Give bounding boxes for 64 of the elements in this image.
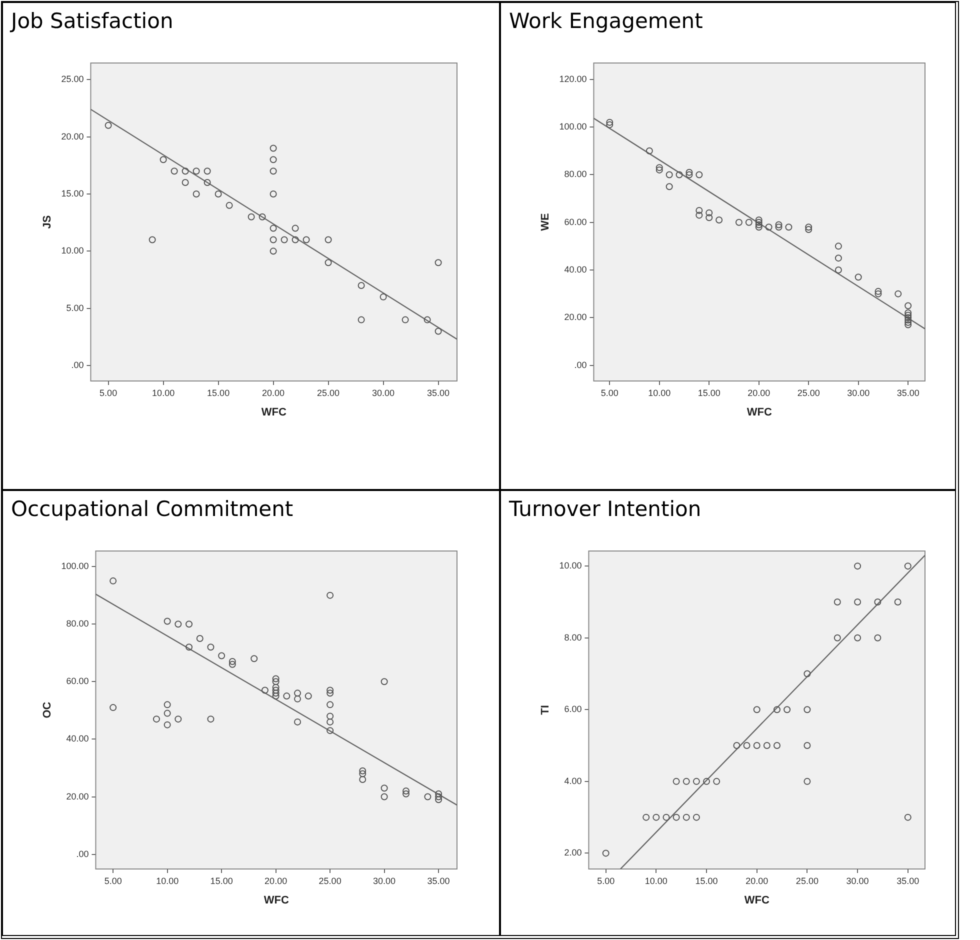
chart-title: Job Satisfaction xyxy=(11,9,174,33)
x-axis-title: WFC xyxy=(746,406,772,418)
x-tick-label: 15.00 xyxy=(207,388,230,398)
x-tick-label: 20.00 xyxy=(746,876,768,886)
x-tick-label: 30.00 xyxy=(847,388,870,398)
x-tick-label: 30.00 xyxy=(373,876,396,886)
y-axis-title: OC xyxy=(42,702,54,718)
y-tick-label: 20.00 xyxy=(564,312,587,322)
x-tick-label: 30.00 xyxy=(846,876,869,886)
chart-title: Turnover Intention xyxy=(509,497,702,521)
y-tick-label: 120.00 xyxy=(559,74,587,84)
y-tick-label: 80.00 xyxy=(66,618,89,629)
x-tick-label: 25.00 xyxy=(317,388,340,398)
x-tick-label: 25.00 xyxy=(797,388,820,398)
x-axis-title: WFC xyxy=(264,894,289,906)
x-tick-label: 15.00 xyxy=(695,876,718,886)
x-tick-label: 15.00 xyxy=(698,388,720,398)
x-tick-label: 25.00 xyxy=(318,876,342,886)
x-tick-label: 10.00 xyxy=(156,876,179,886)
y-tick-label: 40.00 xyxy=(66,734,89,744)
y-axis-title: WE xyxy=(540,213,552,231)
y-tick-label: 8.00 xyxy=(564,632,582,642)
y-tick-label: 6.00 xyxy=(564,704,582,714)
y-axis-title: JS xyxy=(42,215,54,229)
x-tick-label: 35.00 xyxy=(896,876,920,886)
x-tick-label: 20.00 xyxy=(748,388,770,398)
chart-title: Occupational Commitment xyxy=(11,497,294,521)
y-tick-label: .00 xyxy=(71,360,84,370)
x-tick-label: 5.00 xyxy=(100,388,118,398)
x-tick-label: 30.00 xyxy=(372,388,395,398)
y-tick-label: 15.00 xyxy=(61,188,84,198)
x-tick-label: 10.00 xyxy=(152,388,175,398)
y-tick-label: .00 xyxy=(76,848,89,859)
x-tick-label: 10.00 xyxy=(648,388,671,398)
y-axis-title: TI xyxy=(540,705,552,715)
x-tick-label: 15.00 xyxy=(210,876,233,886)
y-tick-label: 40.00 xyxy=(564,264,587,274)
x-tick-label: 35.00 xyxy=(896,388,920,398)
y-tick-label: 10.00 xyxy=(61,246,84,256)
x-tick-label: 20.00 xyxy=(262,388,285,398)
y-tick-label: 20.00 xyxy=(66,791,89,802)
y-tick-label: 5.00 xyxy=(66,302,84,313)
x-tick-label: 35.00 xyxy=(427,876,450,886)
y-tick-label: 4.00 xyxy=(564,776,582,786)
x-tick-label: 5.00 xyxy=(600,388,618,398)
x-tick-label: 35.00 xyxy=(427,388,450,398)
x-tick-label: 10.00 xyxy=(644,876,668,886)
y-tick-label: 20.00 xyxy=(61,131,84,142)
x-tick-label: 5.00 xyxy=(104,876,122,886)
x-tick-label: 20.00 xyxy=(264,876,288,886)
y-tick-label: 25.00 xyxy=(61,74,84,84)
x-tick-label: 25.00 xyxy=(796,876,818,886)
y-tick-label: 100.00 xyxy=(61,561,89,572)
x-axis-title: WFC xyxy=(261,406,286,418)
y-tick-label: 60.00 xyxy=(564,216,587,227)
x-tick-label: 5.00 xyxy=(597,876,615,886)
y-tick-label: 100.00 xyxy=(559,122,587,132)
y-tick-label: 10.00 xyxy=(559,560,582,571)
y-tick-label: 80.00 xyxy=(564,169,587,180)
y-tick-label: 60.00 xyxy=(66,676,89,686)
chart-title: Work Engagement xyxy=(509,9,703,33)
x-axis-title: WFC xyxy=(744,894,770,906)
y-tick-label: .00 xyxy=(574,360,587,370)
y-tick-label: 2.00 xyxy=(564,848,582,858)
